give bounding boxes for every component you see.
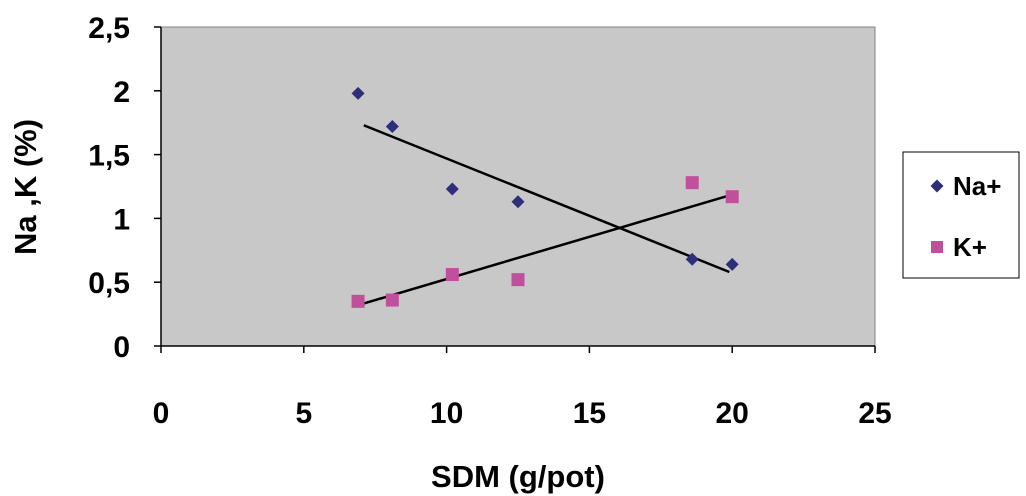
data-point-na [725,257,739,271]
data-point-na [351,86,365,100]
y-tick-label: 1 [113,203,130,236]
data-point-k [351,294,365,308]
legend-label-na: Na+ [953,171,1001,201]
y-tick-label: 0,5 [88,267,130,300]
data-point-na [385,120,399,134]
y-tick-label: 2 [113,76,130,109]
x-tick-label: 15 [573,397,606,430]
x-tick-label: 5 [295,397,312,430]
x-tick-label: 25 [858,397,891,430]
y-tick-label: 1,5 [88,140,130,173]
y-axis-title: Na ,K (%) [8,119,43,255]
legend: Na+ K+ [902,151,1020,279]
trendline-k [357,194,730,307]
data-point-k [445,268,459,282]
x-tick-label: 0 [153,397,170,430]
data-point-k [511,273,525,287]
legend-marker-k [931,241,943,253]
data-point-k [685,176,699,190]
y-tick-label: 0 [113,331,130,364]
data-point-na [445,182,459,196]
data-point-k [385,293,399,307]
y-tick-labels: 0 0,5 1 1,5 2 2,5 [88,12,130,364]
legend-marker-na [930,179,944,193]
legend-label-k: K+ [953,232,987,262]
axes [154,26,876,353]
y-tick-label: 2,5 [88,12,130,45]
data-point-k [725,190,739,204]
legend-items: Na+ K+ [930,171,1001,262]
trendlines [357,124,730,307]
data-point-na [511,195,525,209]
data-point-na [685,252,699,266]
x-tick-labels: 0 5 10 15 20 25 [153,397,892,430]
x-tick-label: 20 [716,397,749,430]
x-tick-label: 10 [430,397,463,430]
x-axis-title: SDM (g/pot) [431,459,605,494]
legend-box [902,151,1020,279]
data-markers [351,86,739,308]
trendline-na [363,124,730,274]
